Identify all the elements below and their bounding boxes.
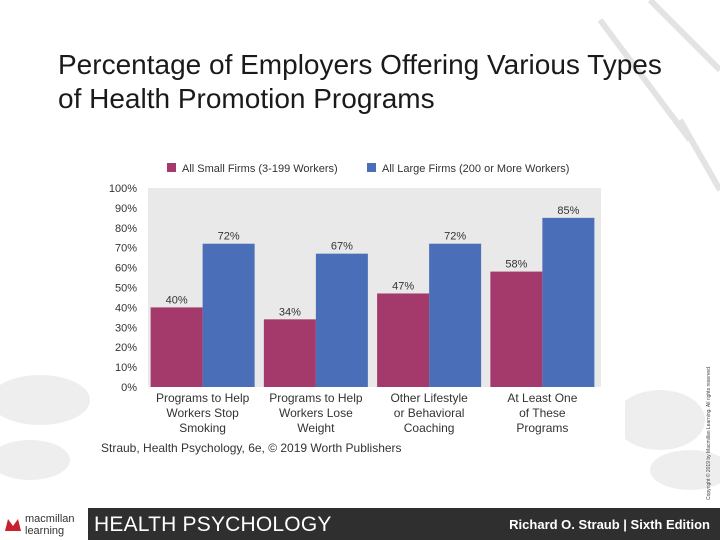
logo-line-2: learning — [25, 525, 65, 537]
x-tick-label: Other Lifestyle — [390, 391, 468, 405]
legend-swatch — [167, 163, 176, 172]
legend-label: All Small Firms (3-199 Workers) — [182, 163, 338, 175]
data-label: 67% — [331, 241, 353, 253]
macmillan-logo-icon — [5, 519, 21, 531]
data-label: 40% — [166, 294, 188, 306]
x-tick-label: Weight — [297, 421, 335, 435]
data-label: 72% — [444, 231, 466, 243]
y-tick-label: 80% — [115, 223, 137, 235]
x-tick-label: or Behavioral — [394, 406, 465, 420]
x-tick-label: Workers Stop — [166, 406, 239, 420]
data-label: 47% — [392, 280, 414, 292]
footer-bar: HEALTH PSYCHOLOGY Richard O. Straub | Si… — [88, 508, 720, 540]
x-tick-label: Coaching — [404, 421, 455, 435]
y-tick-label: 10% — [115, 362, 137, 374]
y-tick-label: 60% — [115, 263, 137, 275]
x-tick-label: Programs to Help — [269, 391, 363, 405]
footer-book-title: HEALTH PSYCHOLOGY — [94, 513, 332, 536]
bar — [150, 307, 203, 387]
logo-line-1: macmillan — [25, 513, 75, 525]
y-tick-label: 90% — [115, 203, 137, 215]
copyright-notice: Copyright © 2019 by Macmillan Learning. … — [706, 365, 712, 500]
legend-label: All Large Firms (200 or More Workers) — [382, 163, 569, 175]
footer-author-edition: Richard O. Straub | Sixth Edition — [509, 517, 710, 532]
data-label: 85% — [557, 205, 579, 217]
slide-title: Percentage of Employers Offering Various… — [58, 49, 662, 114]
x-tick-label: of These — [519, 406, 566, 420]
y-tick-label: 30% — [115, 322, 137, 334]
data-label: 72% — [218, 231, 240, 243]
bar — [377, 293, 430, 387]
bar — [202, 243, 255, 387]
legend-swatch — [367, 163, 376, 172]
bar — [315, 253, 368, 387]
x-tick-label: Workers Lose — [279, 406, 353, 420]
y-tick-label: 20% — [115, 342, 137, 354]
y-tick-label: 40% — [115, 302, 137, 314]
bar — [490, 271, 543, 387]
y-tick-label: 100% — [109, 183, 137, 195]
bar-chart: All Small Firms (3-199 Workers) All Large… — [101, 163, 601, 455]
chart-panel: All Small Firms (3-199 Workers) All Large… — [95, 160, 625, 460]
y-tick-label: 50% — [115, 283, 137, 295]
data-label: 34% — [279, 306, 301, 318]
data-label: 58% — [505, 259, 527, 271]
x-tick-label: Smoking — [179, 421, 226, 435]
logo-text: macmillan learning — [25, 513, 75, 537]
x-tick-label: At Least One — [507, 391, 577, 405]
x-tick-label: Programs — [516, 421, 568, 435]
y-tick-label: 0% — [121, 382, 137, 394]
source-citation: Straub, Health Psychology, 6e, © 2019 Wo… — [101, 441, 402, 455]
publisher-logo: macmillan learning — [2, 511, 88, 539]
bar — [263, 319, 316, 387]
bar — [429, 243, 482, 387]
x-tick-label: Programs to Help — [156, 391, 250, 405]
bar — [542, 217, 595, 387]
y-tick-label: 70% — [115, 243, 137, 255]
